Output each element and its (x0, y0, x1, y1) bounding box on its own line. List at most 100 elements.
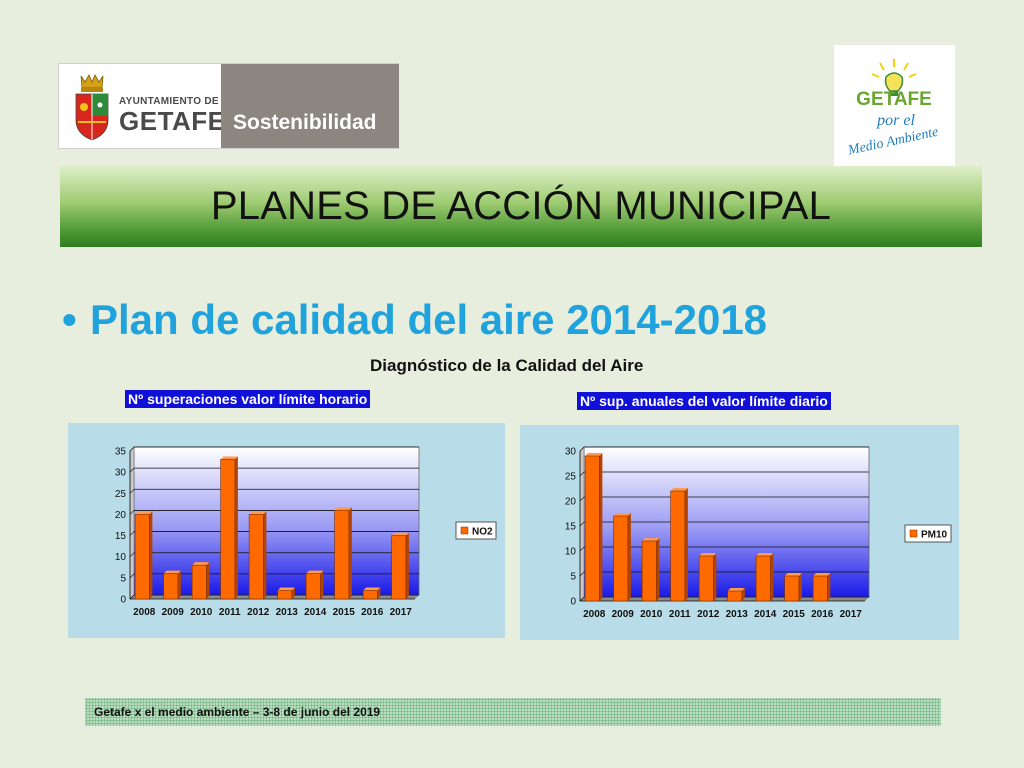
chart1-ytick-label: 20 (115, 510, 127, 521)
chart1-grid-diagonal (129, 594, 135, 600)
chart2-bar-side (684, 488, 688, 601)
chart1-bar-top (163, 570, 181, 574)
chart2-xtick-label: 2017 (840, 609, 863, 620)
chart2-grid-diagonal (579, 546, 585, 552)
chart2-bar-top (756, 553, 774, 556)
ayuntamiento-label: AYUNTAMIENTO DE (119, 96, 219, 107)
chart1-xtick-label: 2008 (133, 607, 156, 618)
chart1-bar (391, 535, 407, 600)
chart1-bar-top (277, 587, 295, 591)
chart1-legend-swatch (460, 526, 469, 535)
chart1-bar-top (334, 507, 352, 511)
chart1-bar-top (363, 587, 381, 591)
chart2-bar-side (713, 553, 717, 601)
chart2-ytick-label: 20 (565, 497, 577, 508)
chart1-bar-side (263, 511, 267, 599)
chart2-bar (727, 590, 743, 602)
chart1-title: Nº superaciones valor límite horario (125, 390, 371, 408)
chart1-bar (277, 590, 293, 600)
footer-bar: Getafe x el medio ambiente – 3-8 de juni… (85, 698, 941, 726)
chart2-grid-diagonal (579, 596, 585, 602)
chart1-grid-diagonal (129, 531, 135, 536)
lightbulb-icon: GETAFE por el Medio Ambiente (846, 59, 940, 159)
chart1-xtick-label: 2016 (361, 607, 384, 618)
chart2-xtick-label: 2008 (583, 609, 606, 620)
sostenibilidad-label: Sostenibilidad (233, 111, 377, 134)
chart1-legend-label: NO2 (472, 527, 493, 538)
chart2-bar-top (699, 553, 717, 556)
chart1-ytick-label: 5 (120, 573, 126, 584)
getafe-crest-icon (75, 74, 109, 141)
chart2-bar-side (741, 588, 745, 601)
chart1-bar-top (220, 456, 238, 460)
diagnostic-title: Diagnóstico de la Calidad del Aire (370, 356, 644, 375)
chart2-ytick-label: 5 (570, 572, 576, 583)
logo-right-line1: GETAFE (856, 89, 932, 110)
bullet-text: Plan de calidad del aire 2014-2018 (90, 296, 768, 343)
chart2-xtick-label: 2015 (783, 609, 806, 620)
chart1-bar (248, 514, 264, 600)
chart1-bar (163, 573, 179, 600)
chart1-xtick-label: 2017 (390, 607, 413, 618)
chart1-ytick-label: 35 (115, 447, 127, 458)
chart1-xtick-label: 2009 (162, 607, 185, 618)
chart2-xtick-label: 2014 (754, 609, 777, 620)
chart1-bar-top (306, 570, 324, 574)
chart1-legend-box (455, 521, 497, 540)
chart1-ytick-label: 0 (120, 595, 126, 606)
chart2-grid-diagonal (579, 446, 585, 452)
chart1-grid-diagonal (129, 573, 135, 579)
chart2-bar-top (670, 488, 688, 491)
chart2-bar-side (770, 553, 774, 601)
chart1-ytick-label: 25 (115, 489, 127, 500)
chart1-xtick-label: 2014 (304, 607, 327, 618)
chart2-bar-top (613, 513, 631, 516)
chart2-legend-swatch (909, 529, 918, 538)
chart1-ytick-label: 30 (115, 468, 127, 479)
chart1-bar-top (391, 532, 409, 536)
chart2-legend-label: PM10 (921, 530, 948, 541)
chart2-bar-top (813, 573, 831, 576)
chart2-xtick-label: 2009 (612, 609, 635, 620)
chart2-xtick-label: 2013 (726, 609, 749, 620)
chart1-bar-side (234, 456, 238, 599)
chart1-bar (362, 590, 378, 600)
chart2-grid-diagonal (579, 496, 585, 502)
logo-right-line3: Medio Ambiente (846, 125, 940, 159)
chart1-bar-side (320, 570, 324, 599)
chart2-ytick-label: 10 (565, 547, 577, 558)
chart2-ytick-label: 25 (565, 472, 577, 483)
chart2-bar-top (784, 573, 802, 576)
chart1-svg: 0 5 10 15 20 25 30 35 2008 2009 2010 2011 2012 2013 20… (115, 446, 497, 618)
chart2-xtick-label: 2012 (697, 609, 720, 620)
chart2-bar-side (599, 453, 603, 601)
chart1-grid-diagonal (129, 489, 135, 494)
ayuntamiento-getafe-logo: AYUNTAMIENTO DE GETAFE Sostenibilidad (58, 63, 399, 149)
chart2-title: Nº sup. anuales del valor límite diario (577, 392, 831, 410)
chart2-bar-top (727, 588, 745, 591)
chart2-ytick-label: 30 (565, 447, 577, 458)
chart1-grid-diagonal (129, 446, 135, 452)
chart2-grid-diagonal (579, 521, 585, 527)
chart1-bar-side (206, 562, 210, 599)
chart1-bar-top (192, 562, 210, 566)
chart2-bar-top (585, 453, 603, 456)
chart2-grid-diagonal (579, 471, 585, 477)
chart2-bar-top (642, 538, 660, 541)
chart1-bar-side (291, 587, 295, 599)
footer-text: Getafe x el medio ambiente – 3-8 de juni… (94, 705, 381, 719)
chart1-grid-diagonal (129, 552, 135, 557)
chart2-xtick-label: 2010 (640, 609, 663, 620)
chart1-xtick-label: 2010 (190, 607, 213, 618)
chart1-xtick-label: 2015 (333, 607, 356, 618)
chart1-bar (191, 564, 207, 600)
chart2-bar (755, 555, 771, 602)
chart1-xtick-label: 2011 (219, 607, 241, 618)
chart2-xtick-label: 2016 (811, 609, 834, 620)
chart1-xtick-label: 2013 (276, 607, 299, 618)
bullet-heading: • Plan de calidad del aire 2014-2018 (62, 296, 767, 344)
chart2-bar (584, 455, 600, 602)
chart2-bar (613, 515, 629, 602)
chart2-box: 0 5 10 15 20 25 30 2008 2009 2010 2011 2012 2013 2014… (520, 425, 959, 640)
chart2-bar (698, 555, 714, 602)
